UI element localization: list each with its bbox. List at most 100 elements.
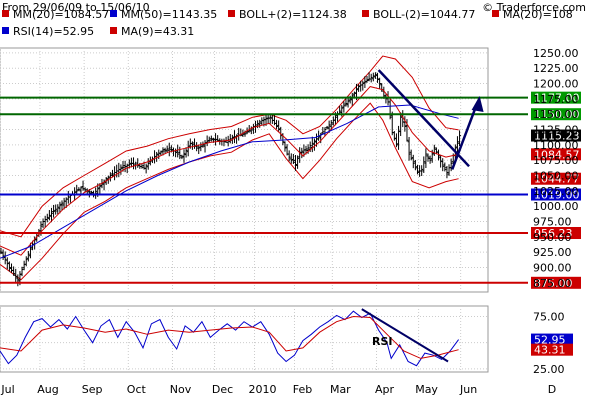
price-bar bbox=[184, 147, 188, 158]
rsi-panel-frame bbox=[0, 305, 489, 373]
axes: Jul Aug Sep Oct Nov Dec 2010 Feb Mar Apr May Jun D 87… bbox=[0, 47, 578, 396]
price-bar bbox=[399, 112, 403, 137]
price-bar bbox=[165, 145, 169, 153]
ma50-line bbox=[0, 104, 459, 259]
x-tick-label: 2010 bbox=[249, 383, 277, 396]
horizontal-levels: 1177.00 1150.00 1019.00 956.23 875.00 1115.23… bbox=[0, 91, 581, 290]
price-bar bbox=[394, 133, 398, 148]
x-tick-label: D bbox=[548, 383, 556, 396]
price-bar bbox=[283, 141, 287, 152]
x-tick-label: Jun bbox=[459, 383, 477, 396]
x-tick-label: Sep bbox=[82, 383, 103, 396]
price-bar bbox=[119, 164, 123, 175]
price-bar bbox=[60, 200, 64, 211]
price-bar bbox=[178, 146, 182, 160]
price-bar bbox=[75, 184, 79, 195]
level-label-bg bbox=[531, 188, 581, 201]
price-bar bbox=[52, 204, 56, 218]
x-tick-label: Jul bbox=[0, 383, 14, 396]
x-tick-label: Aug bbox=[37, 383, 58, 396]
x-tick-label: Nov bbox=[170, 383, 192, 396]
legend-entry: BOLL-(2)=1044.77 bbox=[373, 8, 475, 21]
price-bar bbox=[378, 77, 382, 89]
rsi-tick-label: 75.00 bbox=[533, 310, 565, 323]
price-bar bbox=[422, 156, 426, 173]
price-bar bbox=[384, 94, 388, 104]
price-bar bbox=[232, 130, 236, 144]
price-bar bbox=[365, 75, 369, 83]
price-bar bbox=[407, 137, 411, 161]
bollinger-upper-line bbox=[0, 55, 459, 238]
price-bar bbox=[287, 150, 291, 162]
price-bar bbox=[277, 120, 281, 132]
x-tick-label: Feb bbox=[293, 383, 312, 396]
price-bar bbox=[428, 155, 432, 164]
price-bar bbox=[144, 163, 148, 174]
x-tick-label: Dec bbox=[212, 383, 233, 396]
rsi-tick-label: 25.00 bbox=[533, 363, 565, 376]
price-bar bbox=[45, 213, 49, 223]
price-bar bbox=[43, 215, 47, 228]
copyright-text: © Traderforce.com bbox=[482, 1, 586, 14]
price-bar bbox=[260, 117, 264, 126]
grid bbox=[0, 47, 489, 373]
y-tick-label: 1150.00 bbox=[533, 108, 579, 121]
price-tag-bg bbox=[531, 129, 581, 142]
level-label: 1177.00 bbox=[534, 92, 580, 105]
price-bar bbox=[352, 91, 356, 98]
x-tick-label: Mar bbox=[330, 383, 351, 396]
y-tick-label: 1000.00 bbox=[533, 200, 579, 213]
price-bar bbox=[415, 164, 419, 175]
price-bars bbox=[0, 72, 462, 287]
price-bar bbox=[357, 84, 361, 92]
price-bar bbox=[397, 125, 401, 150]
price-bar bbox=[140, 163, 144, 169]
legend-entry: MM(20)=1084.57 bbox=[13, 8, 109, 21]
y-tick-label: 1125.00 bbox=[533, 124, 579, 137]
price-bar bbox=[247, 125, 251, 133]
price-bar bbox=[113, 166, 117, 181]
price-bar bbox=[12, 266, 16, 276]
level-label: 956.23 bbox=[534, 227, 573, 240]
price-bar bbox=[26, 251, 30, 262]
price-bar bbox=[199, 142, 203, 152]
price-bar bbox=[207, 136, 211, 143]
price-bar bbox=[455, 136, 459, 153]
price-bar bbox=[325, 125, 329, 130]
price-bar bbox=[392, 131, 396, 141]
price-bar bbox=[167, 142, 171, 157]
rsi-line bbox=[0, 310, 460, 367]
price-bar bbox=[182, 149, 186, 163]
level-label: 1150.00 bbox=[534, 108, 580, 121]
y-tick-label: 1075.00 bbox=[533, 154, 579, 167]
price-bar bbox=[411, 154, 415, 169]
price-bar bbox=[409, 149, 413, 161]
price-bar bbox=[268, 114, 272, 124]
price-tag: 1084.57 bbox=[534, 148, 580, 161]
price-bar bbox=[1, 249, 5, 261]
price-tag: 1115.23 bbox=[534, 130, 580, 143]
price-bar bbox=[420, 165, 424, 176]
price-bar bbox=[376, 72, 380, 83]
price-bar bbox=[289, 153, 293, 164]
price-bar bbox=[28, 242, 32, 259]
price-bar bbox=[180, 154, 184, 160]
price-bar bbox=[445, 165, 449, 179]
price-bar bbox=[132, 157, 136, 170]
y-tick-label: 900.00 bbox=[533, 261, 572, 274]
price-bar bbox=[300, 147, 304, 159]
price-bar bbox=[161, 147, 165, 156]
bollinger-bands bbox=[0, 55, 459, 281]
price-bar bbox=[312, 138, 316, 151]
price-bar bbox=[306, 144, 310, 154]
price-bar bbox=[24, 256, 28, 267]
price-bar bbox=[153, 150, 157, 164]
price-bar bbox=[344, 97, 348, 107]
rsi-trendline bbox=[361, 308, 449, 363]
legend-swatch bbox=[2, 27, 9, 34]
price-bar bbox=[209, 135, 213, 142]
rsi-tag: 52.95 bbox=[534, 334, 566, 347]
price-bar bbox=[441, 158, 445, 172]
price-bar bbox=[176, 144, 180, 158]
